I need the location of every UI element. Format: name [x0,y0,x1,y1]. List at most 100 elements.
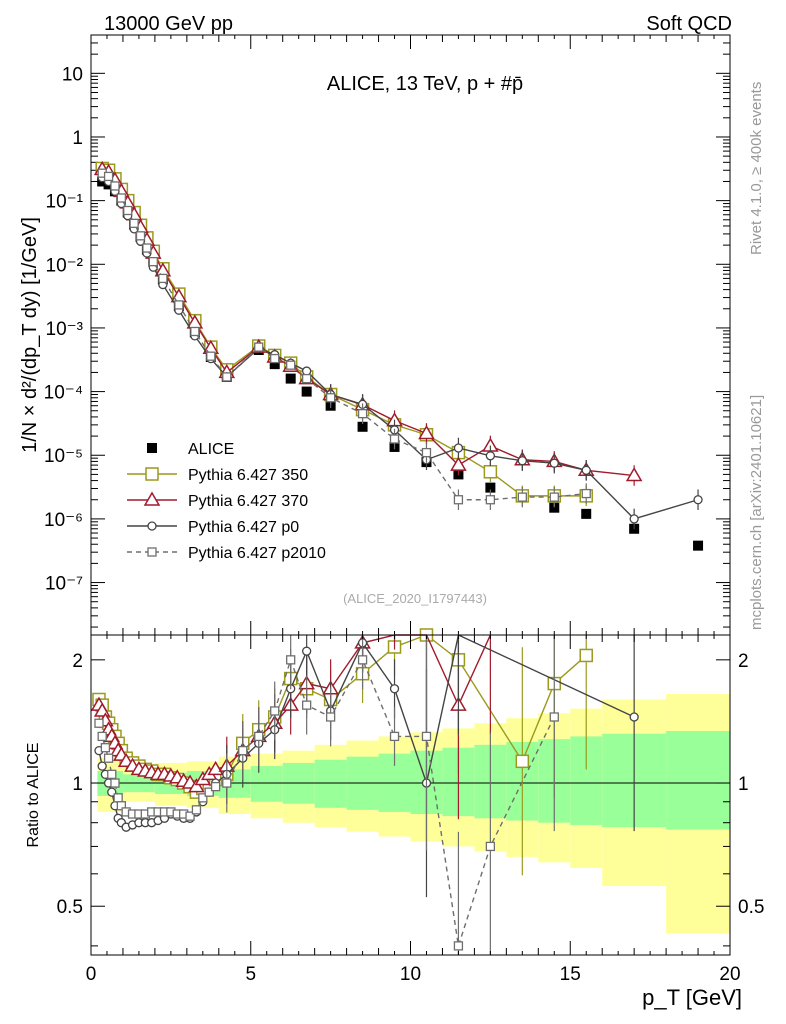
series-line [101,172,587,501]
ratio-data-point [286,655,296,665]
ratio-data-point [188,778,205,793]
data-point [357,421,368,432]
ratio-data-point [222,778,232,788]
legend-entry: Pythia 6.427 p2010 [188,545,326,562]
x-tick-label: 10 [400,964,421,985]
data-point [485,482,496,493]
main-y-tick-label: 10⁻⁴ [44,383,83,404]
data-point [123,205,133,216]
data-point [135,231,146,241]
ratio-data-point [270,706,280,716]
ratio-data-point [113,793,123,803]
data-point [453,443,464,453]
data-point [129,218,139,228]
data-point [483,465,498,479]
ratio-data-point [389,731,400,742]
ratio-y-axis-label: Ratio to ALICE [25,743,42,848]
main-y-tick-label: 10⁻¹ [46,192,84,213]
data-point [174,300,184,310]
data-point [110,181,120,191]
data-point [206,351,216,361]
ratio-data-point [302,646,312,656]
x-tick-label: 20 [719,964,740,985]
ratio-y-tick-label: 2 [72,651,83,672]
side-text-top: Rivet 4.1.0, ≥ 400k events [748,82,765,255]
data-point [549,502,560,513]
data-point [453,495,464,505]
main-y-axis-ticks: 10⁻⁷ 10⁻⁶ 10⁻⁵ 10⁻⁴ 10⁻³ 10⁻² 10⁻¹ 1 10 [44,34,731,635]
ratio-data-point [629,712,639,722]
series-line [101,167,587,497]
data-point [269,359,280,370]
data-point [485,495,496,505]
data-point [389,434,400,444]
ratio-data-point [485,841,496,852]
ratio-data-point [94,718,104,728]
ratio-data-point [515,754,530,769]
legend-entry: Pythia 6.427 350 [188,467,308,484]
ratio-data-point [357,655,368,665]
data-point [116,193,127,203]
ratio-data-point [198,793,208,803]
data-point [693,495,703,505]
data-point [517,456,527,466]
data-point [285,373,296,384]
data-point [302,373,312,384]
main-series-group [93,160,704,551]
ratio-data-point [103,753,114,763]
series-pythia-6-427-350 [95,161,593,507]
data-point [222,372,232,382]
ratio-data-point [579,648,593,663]
x-axis-label: p_T [GeV] [642,985,742,1010]
header-right: Soft QCD [646,13,732,35]
data-point [450,456,467,471]
ratio-y-tick-label-right: 0.5 [738,897,764,918]
ratio-data-point [254,731,264,742]
series-pythia-6-427-p2010 [97,168,591,511]
ratio-data-point [238,745,248,756]
data-point [302,366,312,376]
legend-entry: Pythia 6.427 p0 [188,519,299,536]
data-point [418,424,435,440]
series-line [101,168,635,477]
ratio-data-point [549,712,559,722]
legend-marker [147,521,157,531]
series-pythia-6-427-370 [93,160,643,486]
ratio-data-point [325,712,336,722]
data-point [142,243,152,253]
main-y-tick-label: 1 [72,128,83,149]
ratio-data-point [210,781,221,792]
band-inner [250,766,283,802]
data-point [158,273,168,284]
ratio-y-axis-ticks: 0.5 0.5 1 1 2 2 [57,651,764,947]
ratio-data-point [100,743,111,753]
data-point [357,409,368,419]
legend: ALICE Pythia 6.427 350 Pythia 6.427 370 Pyt… [127,441,326,562]
ratio-data-point [389,684,400,694]
data-point [103,171,114,182]
ratio-data-point [302,700,312,710]
data-point [325,393,336,403]
x-tick-label: 0 [86,964,97,985]
ratio-y-tick-label: 1 [72,774,83,795]
data-point [270,353,280,364]
data-point [517,492,527,502]
data-point [148,257,158,267]
ratio-y-tick-label-right: 1 [738,774,749,795]
band-inner [314,759,347,808]
ratio-data-point [191,805,202,815]
main-y-axis-label: 1/N × d²/(dp_T dy) [1/GeV] [19,217,41,453]
ratio-data-point [110,778,120,788]
legend-entry: Pythia 6.427 370 [188,493,308,510]
ratio-data-point [97,761,107,771]
main-y-tick-label: 10⁻³ [46,319,84,340]
legend-marker [145,467,159,481]
side-text-bottom: mcplots.cern.ch [arXiv:2401.10621] [748,395,765,630]
x-tick-label: 15 [560,964,581,985]
ratio-data-point [116,801,127,811]
data-point [549,458,559,468]
data-point [254,342,264,352]
data-point [286,360,296,370]
data-point [549,492,559,502]
